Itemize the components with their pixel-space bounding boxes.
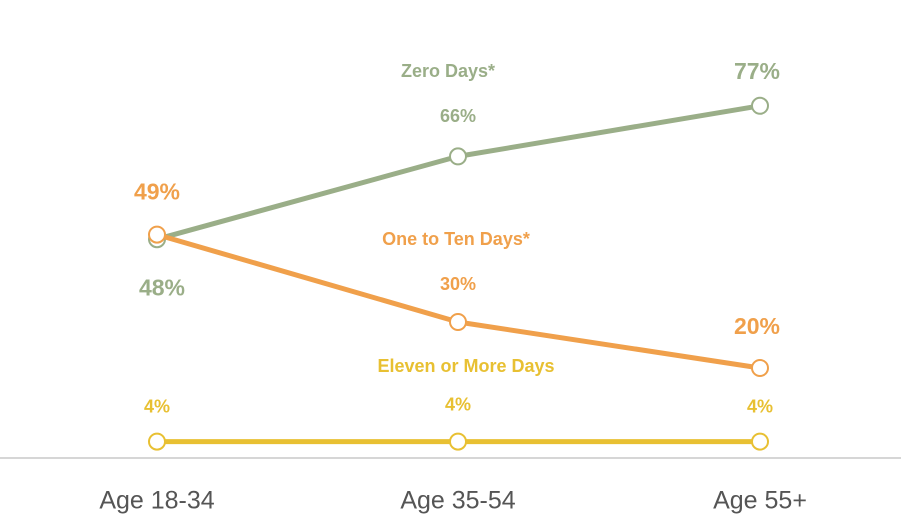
- data-label: 48%: [139, 274, 185, 300]
- x-tick-label: Age 18-34: [99, 487, 214, 515]
- series-label: Eleven or More Days: [377, 356, 554, 376]
- x-tick-label: Age 35-54: [400, 487, 515, 515]
- data-point: [148, 225, 166, 244]
- x-tick-label: Age 55+: [713, 487, 807, 515]
- data-point: [751, 432, 769, 451]
- data-point: [751, 359, 769, 377]
- data-label: 49%: [134, 179, 180, 205]
- data-point: [449, 313, 467, 331]
- data-point: [148, 432, 166, 451]
- data-label: 4%: [445, 394, 471, 414]
- data-point: [449, 432, 467, 451]
- series-label: Zero Days*: [401, 61, 495, 81]
- series-label: One to Ten Days*: [382, 229, 530, 249]
- series-line: [156, 232, 761, 371]
- data-label: 77%: [734, 58, 780, 84]
- data-label: 4%: [747, 396, 773, 416]
- data-label: 20%: [734, 313, 780, 339]
- data-label: 30%: [440, 274, 476, 294]
- data-point: [751, 96, 769, 115]
- data-point: [449, 147, 467, 166]
- data-label: 4%: [144, 396, 170, 416]
- data-label: 66%: [440, 106, 476, 126]
